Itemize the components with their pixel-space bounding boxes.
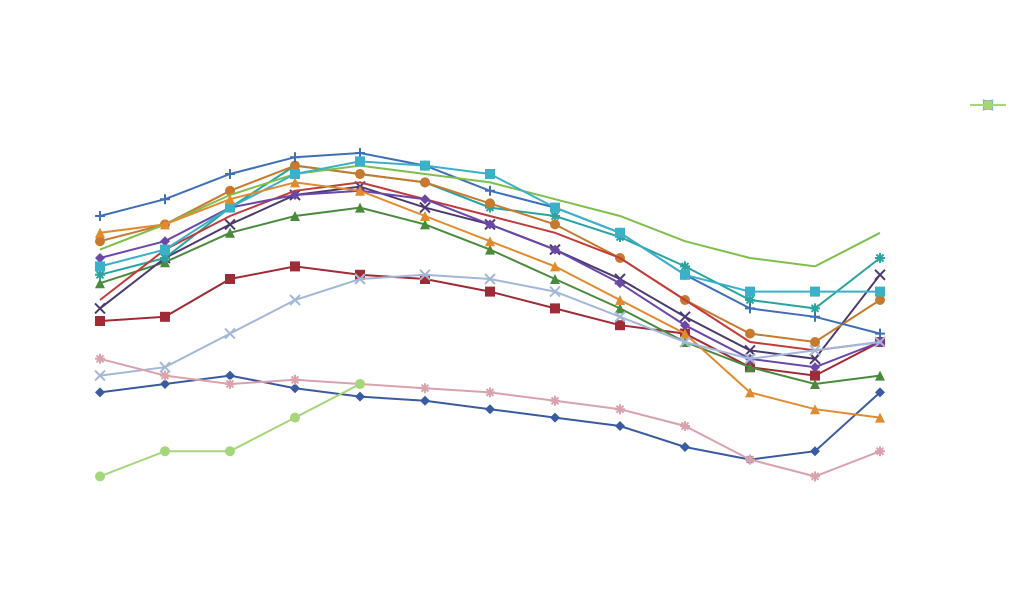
series-marker [615,278,625,288]
series-marker [875,270,885,280]
series-marker [615,404,625,414]
series-marker [355,169,365,179]
series-marker [875,253,885,263]
legend-item [968,119,1008,137]
series-marker [550,396,560,406]
legend-item [968,418,1008,436]
series-marker [810,312,820,322]
series-marker [420,383,430,393]
series-marker [160,371,170,381]
series-marker [160,446,170,456]
legend-item [968,303,1008,321]
series-marker [225,446,235,456]
series-marker [225,329,235,339]
series-marker [225,379,235,389]
series-marker [95,211,105,221]
series-marker [615,421,625,431]
chart-canvas [0,0,1024,590]
series-marker [615,295,625,305]
series-marker [290,375,300,385]
series-marker [95,303,105,313]
series-marker [160,245,170,255]
series-marker [420,161,430,171]
legend-item [968,188,1008,206]
series-marker [95,471,105,481]
series-marker [420,177,430,187]
legend-item [968,280,1008,298]
series-marker [550,219,560,229]
legend-item [968,326,1008,344]
series-marker [355,392,365,402]
series-marker [485,236,495,246]
chart-legend [968,96,1008,436]
series-marker [95,261,105,271]
series-marker [290,261,300,271]
series-marker [485,387,495,397]
series-marker [680,421,690,431]
series-marker [550,261,560,271]
series-marker [745,303,755,313]
series-marker [485,186,495,196]
series-marker [680,442,690,452]
series-marker [420,396,430,406]
series-marker [290,295,300,305]
series-marker [875,446,885,456]
series-marker [810,471,820,481]
series-marker [550,303,560,313]
series-marker [745,329,755,339]
series-marker [745,455,755,465]
series-marker [225,274,235,284]
series-line [100,266,880,375]
series-marker [485,287,495,297]
series-marker [485,198,495,208]
series-marker [290,152,300,162]
series-marker [875,287,885,297]
series-marker [485,169,495,179]
series-marker [550,413,560,423]
series-marker [680,270,690,280]
line-chart [0,0,1024,590]
legend-item [968,165,1008,183]
series-marker [550,203,560,213]
series-marker [160,194,170,204]
legend-item [968,234,1008,252]
legend-item [968,372,1008,390]
series-marker [95,316,105,326]
series-marker [225,169,235,179]
legend-item [968,257,1008,275]
series-marker [95,354,105,364]
series-marker [160,312,170,322]
series-marker [615,228,625,238]
legend-item [968,349,1008,367]
legend-item [968,142,1008,160]
legend-item [968,395,1008,413]
series-marker [550,274,560,284]
series-marker [355,379,365,389]
series-marker [810,287,820,297]
series-marker [355,156,365,166]
series-marker [485,404,495,414]
series-marker [290,413,300,423]
series-marker [95,387,105,397]
legend-item [968,211,1008,229]
series-line [100,384,360,476]
series-marker [745,287,755,297]
